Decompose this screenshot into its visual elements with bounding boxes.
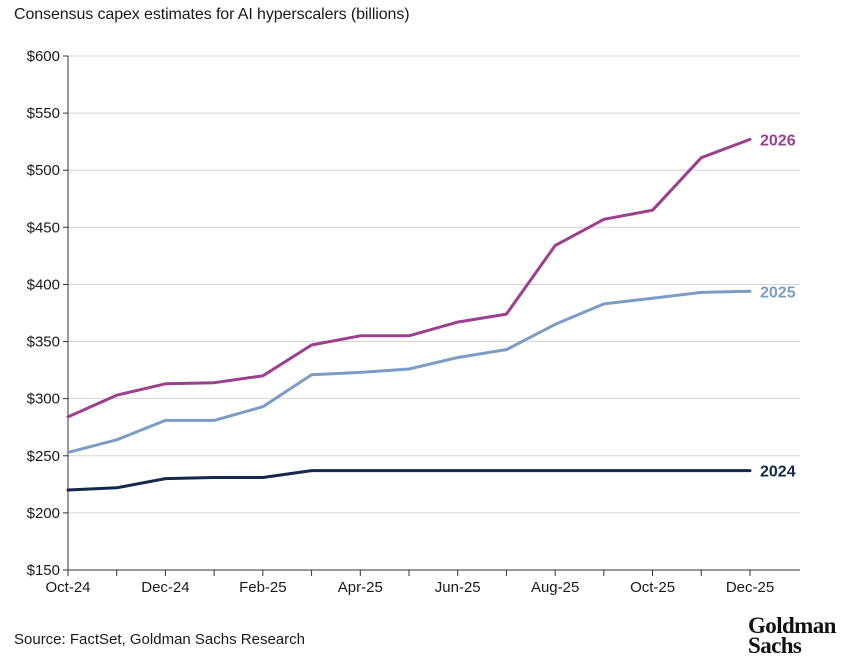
y-tick-label: $600 xyxy=(27,48,60,65)
y-tick-label: $400 xyxy=(27,276,60,293)
series-label-2024: 2024 xyxy=(760,464,796,481)
x-tick-label: Oct-24 xyxy=(45,579,90,596)
logo-line-1: Goldman xyxy=(748,613,836,638)
series-line-2024 xyxy=(66,469,752,492)
y-tick-label: $550 xyxy=(27,105,60,122)
x-tick-label: Feb-25 xyxy=(239,579,287,596)
y-tick-label: $200 xyxy=(27,505,60,522)
y-axis-ticks: $150 $200 $250 $300 $350 $400 $450 $500 $550 $600 xyxy=(27,48,68,579)
x-tick-label: Dec-25 xyxy=(726,579,774,596)
logo-line-2: Sachs xyxy=(748,633,802,658)
y-tick-label: $350 xyxy=(27,334,60,351)
x-tick-label: Oct-25 xyxy=(630,579,675,596)
x-tick-label: Dec-24 xyxy=(141,579,189,596)
series-lines xyxy=(66,137,752,492)
x-tick-label: Jun-25 xyxy=(435,579,481,596)
x-tick-label: Apr-25 xyxy=(338,579,383,596)
y-tick-label: $300 xyxy=(27,391,60,408)
gridlines xyxy=(68,55,800,514)
series-labels: 2026 2025 2024 xyxy=(760,132,796,480)
x-tick-label: Aug-25 xyxy=(531,579,579,596)
series-line-2025 xyxy=(66,289,752,454)
x-axis-ticks: Oct-24 Dec-24 Feb-25 Apr-25 Jun-25 Aug-25 Oct-… xyxy=(45,570,774,596)
goldman-sachs-logo: Goldman Sachs xyxy=(748,613,836,658)
y-tick-label: $450 xyxy=(27,219,60,236)
axes xyxy=(67,56,800,571)
series-line-2026 xyxy=(66,137,752,419)
series-label-2025: 2025 xyxy=(760,284,796,301)
source-note: Source: FactSet, Goldman Sachs Research xyxy=(14,631,305,648)
y-tick-label: $250 xyxy=(27,448,60,465)
y-tick-label: $150 xyxy=(27,562,60,579)
chart-title: Consensus capex estimates for AI hypersc… xyxy=(14,6,410,23)
y-tick-label: $500 xyxy=(27,162,60,179)
series-label-2026: 2026 xyxy=(760,132,796,149)
